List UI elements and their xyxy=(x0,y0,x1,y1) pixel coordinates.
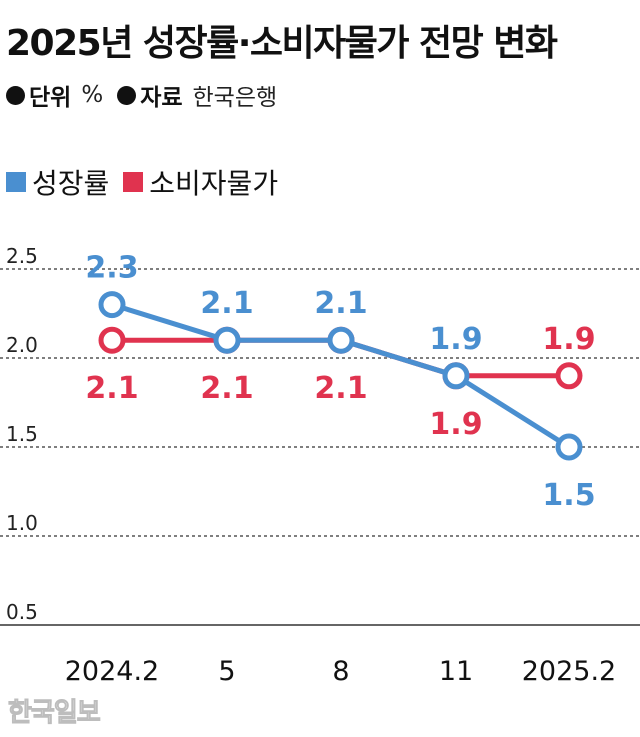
legend-item-cpi: 소비자물가 xyxy=(123,162,278,202)
x-tick-label: 8 xyxy=(332,656,349,687)
x-tick-label: 11 xyxy=(439,656,473,687)
y-tick-label: 2.5 xyxy=(6,244,38,268)
legend-item-growth: 성장률 xyxy=(6,162,109,202)
data-label-cpi: 1.9 xyxy=(429,407,482,442)
data-label-growth: 2.3 xyxy=(85,251,138,286)
unit-key: 단위 xyxy=(29,85,72,111)
source-key: 자료 xyxy=(140,85,183,111)
legend-label-growth: 성장률 xyxy=(32,167,110,200)
y-tick-label: 2.0 xyxy=(6,333,38,357)
bullet-icon xyxy=(6,85,25,105)
data-point-cpi xyxy=(555,362,583,390)
x-tick-label: 5 xyxy=(218,656,235,687)
watermark-logo: 한국일보 xyxy=(8,698,102,729)
chart-legend: 성장률 소비자물가 xyxy=(6,162,292,202)
data-point-growth xyxy=(98,291,126,319)
legend-label-cpi: 소비자물가 xyxy=(149,167,279,200)
y-tick-label: 1.0 xyxy=(6,511,38,535)
y-tick-label: 0.5 xyxy=(6,600,38,624)
data-point-cpi xyxy=(98,326,126,354)
data-label-cpi: 1.9 xyxy=(542,322,595,357)
x-tick-label: 2024.2 xyxy=(65,656,159,687)
data-label-cpi: 2.1 xyxy=(85,371,138,406)
data-label-cpi: 2.1 xyxy=(200,371,253,406)
chart-title: 2025년 성장률·소비자물가 전망 변화 xyxy=(6,23,558,64)
y-tick-label: 1.5 xyxy=(6,422,38,446)
source-value: 한국은행 xyxy=(192,85,278,111)
legend-swatch-growth xyxy=(6,172,26,192)
data-label-growth: 1.9 xyxy=(429,322,482,357)
chart-meta: 단위 % 자료 한국은행 xyxy=(6,78,291,112)
unit-value: % xyxy=(81,82,104,108)
x-tick-label: 2025.2 xyxy=(522,656,616,687)
legend-swatch-cpi xyxy=(123,172,144,192)
data-label-cpi: 2.1 xyxy=(314,371,367,406)
data-point-growth xyxy=(213,326,241,354)
data-point-growth xyxy=(442,362,470,390)
bullet-icon xyxy=(117,85,137,105)
data-label-growth: 2.1 xyxy=(200,286,253,321)
data-label-growth: 1.5 xyxy=(542,478,595,513)
data-label-growth: 2.1 xyxy=(314,286,367,321)
data-point-growth xyxy=(555,433,583,461)
data-point-growth xyxy=(327,326,355,354)
